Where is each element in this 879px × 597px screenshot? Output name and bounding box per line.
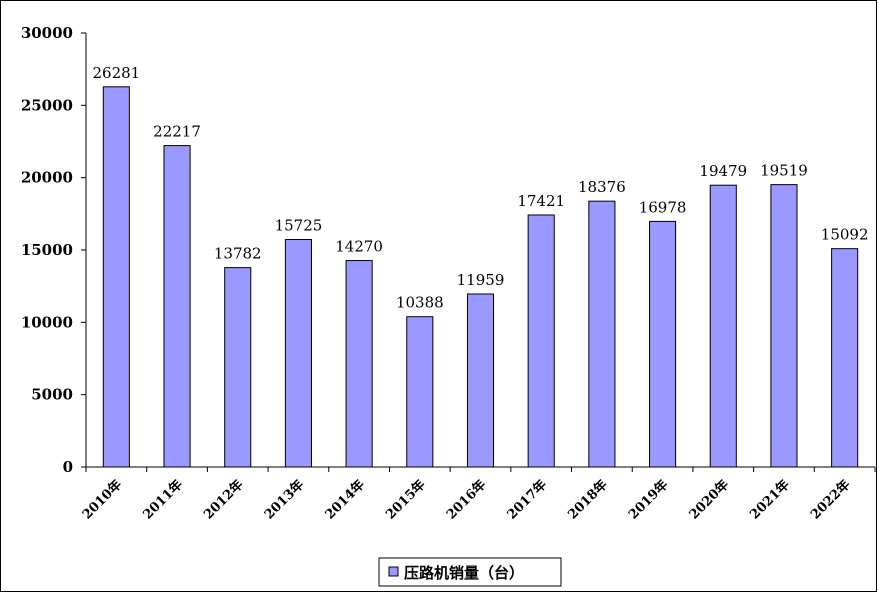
data-labels: 26281 22217 13782 15725 14270 10388 11959 17421…: [92, 64, 868, 312]
legend-label: 压路机销量（台）: [404, 564, 524, 582]
legend-swatch: [388, 566, 399, 577]
data-label: 16978: [639, 198, 687, 216]
x-tick-label: 2011年: [140, 477, 186, 523]
x-tick-label: 2013年: [261, 477, 307, 523]
bar: [831, 248, 859, 468]
bar: [406, 316, 434, 468]
y-axis-ticks: 0 5000 10000 15000 20000 25000 30000: [21, 24, 86, 476]
x-tick-label: 2015年: [383, 477, 429, 523]
bar: [102, 86, 130, 468]
x-tick-label: 2020年: [686, 477, 732, 523]
y-tick-label: 25000: [21, 96, 73, 114]
data-label: 17421: [517, 192, 565, 210]
bar: [163, 145, 191, 468]
x-tick-label: 2010年: [79, 477, 125, 523]
y-tick-label: 10000: [21, 313, 73, 331]
legend: 压路机销量（台）: [378, 557, 562, 587]
data-label: 15725: [275, 217, 323, 235]
y-tick-label: 20000: [21, 169, 73, 187]
data-label: 11959: [457, 271, 505, 289]
bar: [527, 214, 555, 468]
x-tick-label: 2019年: [625, 477, 671, 523]
data-label: 19519: [760, 162, 808, 180]
data-label: 26281: [92, 64, 140, 82]
bar: [770, 184, 798, 468]
data-label: 22217: [153, 123, 201, 141]
x-tick-label: 2017年: [504, 477, 550, 523]
data-label: 13782: [214, 245, 262, 263]
x-tick-label: 2021年: [747, 477, 793, 523]
bar: [466, 293, 495, 468]
x-tick-label: 2012年: [200, 477, 246, 523]
data-label: 19479: [699, 162, 747, 180]
x-tick-label: 2014年: [322, 477, 368, 523]
bar: [588, 200, 616, 468]
y-tick-label: 15000: [21, 241, 73, 259]
data-label: 18376: [578, 178, 626, 196]
legend-box: [378, 557, 562, 587]
bar: [345, 260, 373, 468]
bar: [284, 239, 312, 468]
data-label: 15092: [821, 226, 869, 244]
bar: [649, 220, 677, 468]
data-label: 10388: [396, 294, 444, 312]
bars: [102, 86, 859, 468]
x-tick-label: 2016年: [443, 477, 489, 523]
x-axis-ticks: 2010年 2011年 2012年 2013年 2014年 2015年 2016年 2017年…: [79, 467, 876, 523]
x-tick-label: 2022年: [807, 477, 853, 523]
y-tick-label: 5000: [31, 386, 73, 404]
bar: [224, 267, 252, 468]
data-label: 14270: [335, 238, 383, 256]
x-tick-label: 2018年: [565, 477, 611, 523]
y-tick-label: 0: [63, 458, 73, 476]
y-tick-label: 30000: [21, 24, 73, 42]
bar: [709, 184, 737, 468]
